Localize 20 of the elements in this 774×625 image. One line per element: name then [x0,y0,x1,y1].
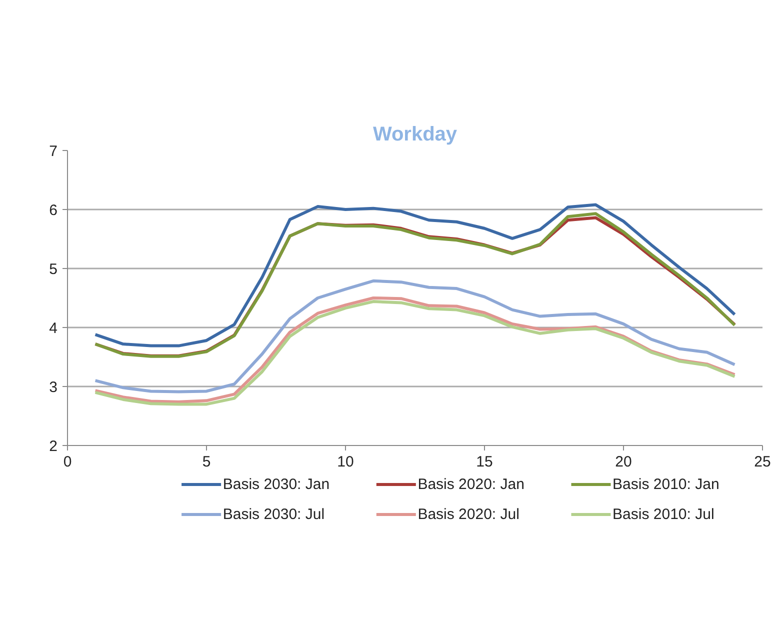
x-tick-label: 10 [337,454,354,470]
y-tick-label: 6 [49,202,58,219]
y-tick-label: 3 [49,379,58,396]
legend-label: Basis 2030: Jul [222,506,325,523]
line-series [94,279,736,394]
legend-label: Basis 2010: Jul [612,506,714,523]
x-tick-label: 20 [615,454,632,470]
legend-label: Basis 2020: Jul [418,506,520,523]
y-tick-label: 7 [49,143,58,160]
legend-label: Basis 2020: Jan [418,476,524,493]
x-tick-label: 25 [754,454,771,470]
legend-label: Basis 2010: Jan [612,476,720,493]
chart-title: Workday [372,124,458,146]
y-tick-label: 2 [49,438,58,455]
x-tick-label: 15 [476,454,493,470]
y-tick-label: 4 [49,320,58,337]
x-tick-label: 0 [63,454,72,470]
y-tick-label: 5 [49,261,58,278]
x-tick-label: 5 [202,454,211,470]
legend-label: Basis 2030: Jan [222,476,330,493]
